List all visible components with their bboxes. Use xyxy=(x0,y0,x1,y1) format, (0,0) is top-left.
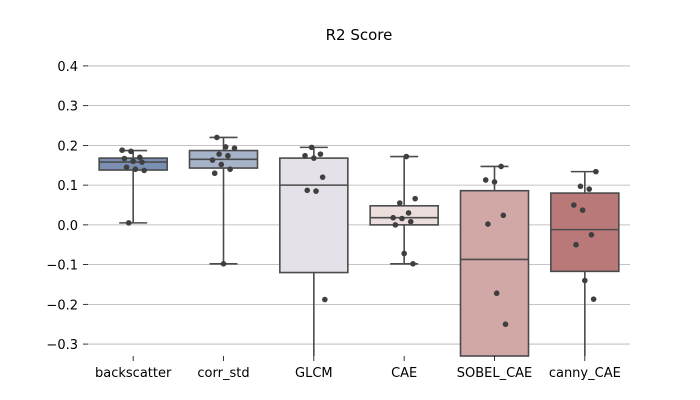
chart-title: R2 Score xyxy=(326,26,393,44)
data-point xyxy=(227,166,233,173)
data-point xyxy=(322,296,328,303)
x-tick-label: CAE xyxy=(391,366,417,381)
data-point xyxy=(485,221,491,227)
y-tick-label: 0.3 xyxy=(57,100,78,115)
data-point xyxy=(220,261,227,267)
data-point xyxy=(412,195,418,202)
y-tick-label: −0.1 xyxy=(46,259,78,274)
data-point xyxy=(317,151,324,157)
y-tick-label: 0.0 xyxy=(57,219,78,234)
x-tick-label: corr_std xyxy=(197,366,249,381)
data-point xyxy=(231,145,238,151)
data-point xyxy=(225,152,231,159)
data-point xyxy=(403,153,410,160)
data-point xyxy=(311,155,317,161)
data-point xyxy=(401,250,407,257)
data-point xyxy=(498,163,504,170)
data-point xyxy=(119,147,125,153)
x-tick-label: canny_CAE xyxy=(549,366,621,381)
data-point xyxy=(493,290,500,297)
x-axis: backscatter corr_std GLCM CAE SOBEL_CAE canny… xyxy=(95,356,621,381)
data-point xyxy=(216,151,222,157)
data-point xyxy=(573,241,579,248)
y-tick-label: 0.2 xyxy=(57,139,78,154)
data-point xyxy=(130,158,136,165)
x-tick-label: SOBEL_CAE xyxy=(457,366,533,381)
data-point xyxy=(577,183,584,190)
data-point xyxy=(222,144,229,150)
data-point xyxy=(125,220,132,226)
data-point xyxy=(319,174,326,180)
data-point xyxy=(136,154,143,161)
data-point xyxy=(132,166,139,173)
y-tick-label: 0.1 xyxy=(57,179,78,194)
data-point xyxy=(407,218,414,225)
x-tick-label: backscatter xyxy=(95,366,172,381)
y-tick-label: −0.2 xyxy=(46,298,78,313)
data-point xyxy=(390,214,396,221)
data-point xyxy=(211,170,218,177)
data-point xyxy=(123,164,130,171)
boxes xyxy=(98,136,620,357)
data-point xyxy=(593,168,599,175)
box-canny_CAE xyxy=(550,192,620,273)
data-point xyxy=(491,179,498,185)
box-CAE xyxy=(369,204,439,226)
data-point xyxy=(392,222,399,228)
y-tick-label: 0.4 xyxy=(57,60,78,75)
y-axis: 0.4 0.3 0.2 0.1 0.0 −0.1 −0.2 −0.3 xyxy=(46,60,88,353)
data-point xyxy=(128,148,134,155)
data-point xyxy=(209,157,216,163)
data-point xyxy=(405,210,412,216)
data-point xyxy=(304,187,311,194)
data-point xyxy=(502,321,509,328)
box-GLCM xyxy=(279,157,349,274)
data-point xyxy=(579,207,586,213)
data-point xyxy=(410,261,416,267)
data-point xyxy=(141,167,147,174)
box-SOBEL_CAE xyxy=(459,189,530,357)
data-point xyxy=(571,202,577,208)
data-point xyxy=(482,177,489,183)
data-point xyxy=(500,212,507,219)
data-point xyxy=(399,215,405,222)
points xyxy=(119,134,599,328)
data-point xyxy=(396,200,403,206)
data-point xyxy=(313,188,319,194)
data-point xyxy=(588,232,595,238)
data-point xyxy=(308,144,315,151)
grid-lines xyxy=(88,65,630,345)
data-point xyxy=(218,161,225,168)
x-tick-label: GLCM xyxy=(295,366,333,381)
data-point xyxy=(121,155,128,162)
data-point xyxy=(214,134,220,141)
data-point xyxy=(590,296,597,302)
data-point xyxy=(586,186,593,192)
data-point xyxy=(302,152,308,159)
data-point xyxy=(139,159,145,165)
data-point xyxy=(582,277,588,284)
y-tick-label: −0.3 xyxy=(46,338,78,353)
